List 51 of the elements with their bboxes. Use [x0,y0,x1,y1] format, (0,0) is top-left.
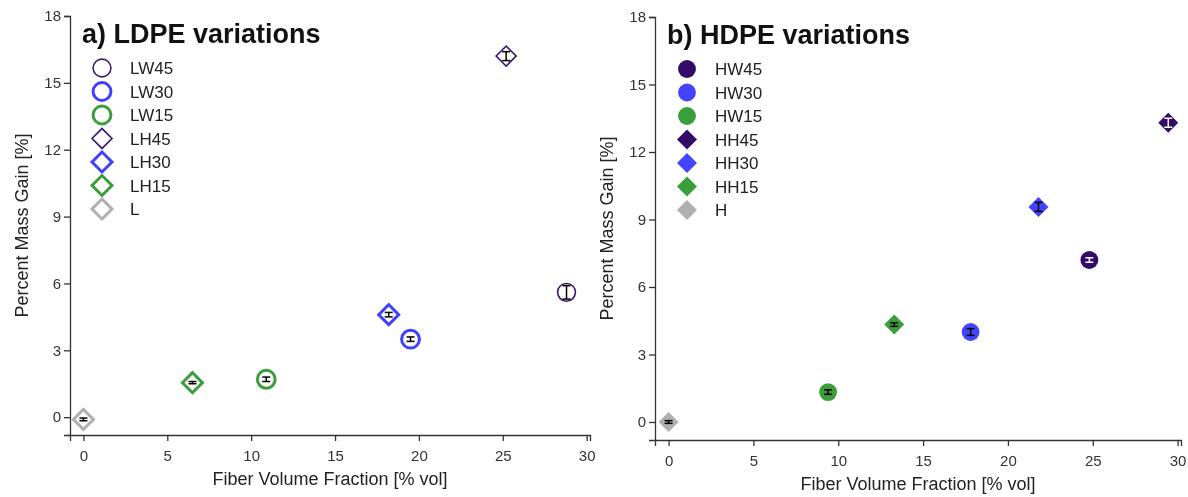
y-tick-label: 9 [637,210,646,228]
x-axis-title: Fiber Volume Fraction [% vol] [212,469,448,489]
y-tick-label: 12 [44,141,61,159]
legend-label: LW15 [130,106,174,125]
y-tick-label: 18 [44,7,61,25]
y-tick-label: 12 [629,143,646,161]
x-tick-label: 10 [243,446,261,464]
x-tick-label: 10 [830,451,848,469]
point [180,371,204,395]
legend-label: HW30 [715,83,763,103]
x-tick-label: 0 [664,451,674,469]
y-axis-title: Percent Mass Gain [%] [597,136,617,321]
y-tick-label: 6 [637,278,646,296]
point [658,412,679,432]
legend-label: LW30 [130,82,174,102]
legend-label: HW45 [715,60,763,79]
y-tick-label: 6 [52,274,61,292]
legend-label: LH30 [130,153,171,172]
x-tick-label: 30 [1169,451,1187,469]
y-tick-label: 9 [52,207,61,225]
x-tick-label: 5 [163,446,172,464]
y-tick-label: 15 [629,75,646,93]
legend-label: L [130,200,140,219]
y-tick-label: 0 [637,413,646,431]
y-tick-label: 0 [52,408,61,426]
y-tick-label: 3 [52,341,61,359]
legend-label: H [715,201,728,220]
legend-label: LH15 [130,176,171,196]
y-tick-label: 3 [637,345,646,363]
x-tick-label: 20 [1000,451,1017,469]
chart-title: b) HDPE variations [667,20,911,50]
y-tick-label: 18 [629,8,646,26]
y-tick-label: 15 [44,74,61,92]
point [961,323,980,341]
x-tick-label: 15 [327,446,344,464]
chart-title: a) LDPE variations [82,19,321,49]
x-tick-label: 25 [494,446,512,464]
legend-label: HH15 [715,177,759,197]
legend-label: LH45 [130,129,171,149]
x-tick-label: 0 [79,446,89,464]
x-tick-label: 15 [915,451,932,469]
x-tick-label: 5 [749,451,759,469]
y-axis-title: Percent Mass Gain [%] [12,133,32,318]
x-tick-label: 25 [1084,451,1102,469]
legend-label: LW45 [130,59,174,78]
x-tick-label: 20 [411,446,428,464]
x-tick-label: 30 [578,446,596,464]
x-axis-title: Fiber Volume Fraction [% vol] [800,474,1036,494]
legend-label: HH45 [715,130,759,150]
legend-label: HH30 [715,154,759,173]
legend-label: HW15 [715,107,763,126]
